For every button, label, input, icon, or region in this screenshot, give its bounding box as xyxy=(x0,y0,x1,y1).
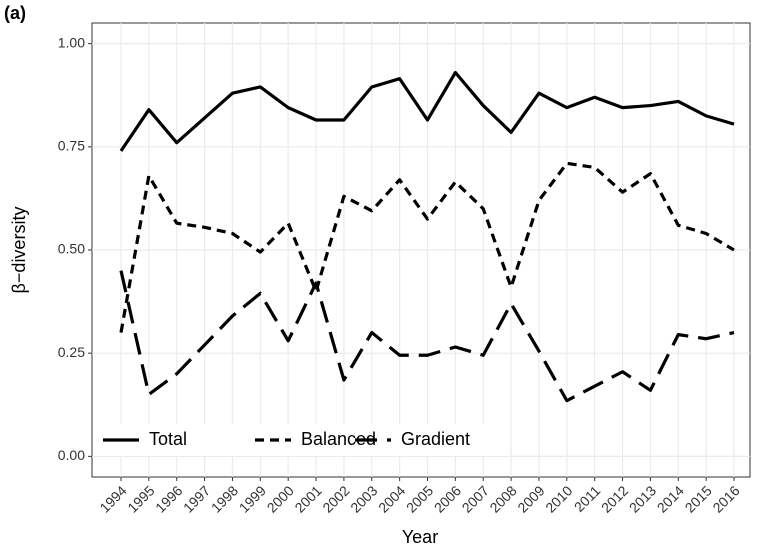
y-tick-label: 0.00 xyxy=(58,447,85,463)
legend-label: Total xyxy=(149,429,187,449)
series-line xyxy=(119,70,735,152)
x-tick-label: 1997 xyxy=(180,482,213,515)
series-line xyxy=(119,161,735,333)
x-tick-label: 2001 xyxy=(291,482,324,515)
x-tick-label: 2000 xyxy=(264,482,297,515)
x-tick-label: 1999 xyxy=(236,482,269,515)
x-tick-label: 2003 xyxy=(347,482,380,515)
series-line xyxy=(119,270,735,403)
x-tick-label: 2014 xyxy=(654,482,687,515)
x-tick-label: 2002 xyxy=(319,482,352,515)
x-tick-label: 1995 xyxy=(124,482,157,515)
x-tick-label: 2016 xyxy=(709,482,742,515)
y-tick-label: 0.75 xyxy=(58,138,85,154)
x-tick-label: 2011 xyxy=(571,482,604,515)
x-tick-label: 2013 xyxy=(626,482,659,515)
y-axis-label: β−diversity xyxy=(9,207,29,294)
x-axis-label: Year xyxy=(402,527,438,547)
x-tick-label: 2009 xyxy=(514,482,547,515)
x-tick-label: 2010 xyxy=(542,482,575,515)
x-tick-label: 1998 xyxy=(208,482,241,515)
legend-box xyxy=(97,424,507,456)
y-tick-label: 0.25 xyxy=(58,344,85,360)
chart-title: (a) xyxy=(4,3,26,23)
x-tick-label: 2007 xyxy=(459,482,492,515)
x-tick-label: 2012 xyxy=(598,482,631,515)
x-tick-label: 2006 xyxy=(431,482,464,515)
x-tick-label: 1996 xyxy=(152,482,185,515)
x-tick-label: 2004 xyxy=(375,482,408,515)
legend-label: Balanced xyxy=(301,429,376,449)
y-tick-label: 0.50 xyxy=(58,241,85,257)
x-tick-label: 2008 xyxy=(486,482,519,515)
x-tick-label: 2005 xyxy=(403,482,436,515)
legend-label: Gradient xyxy=(401,429,470,449)
x-tick-label: 1994 xyxy=(96,482,129,515)
y-tick-label: 1.00 xyxy=(58,34,85,50)
x-tick-label: 2015 xyxy=(682,482,715,515)
